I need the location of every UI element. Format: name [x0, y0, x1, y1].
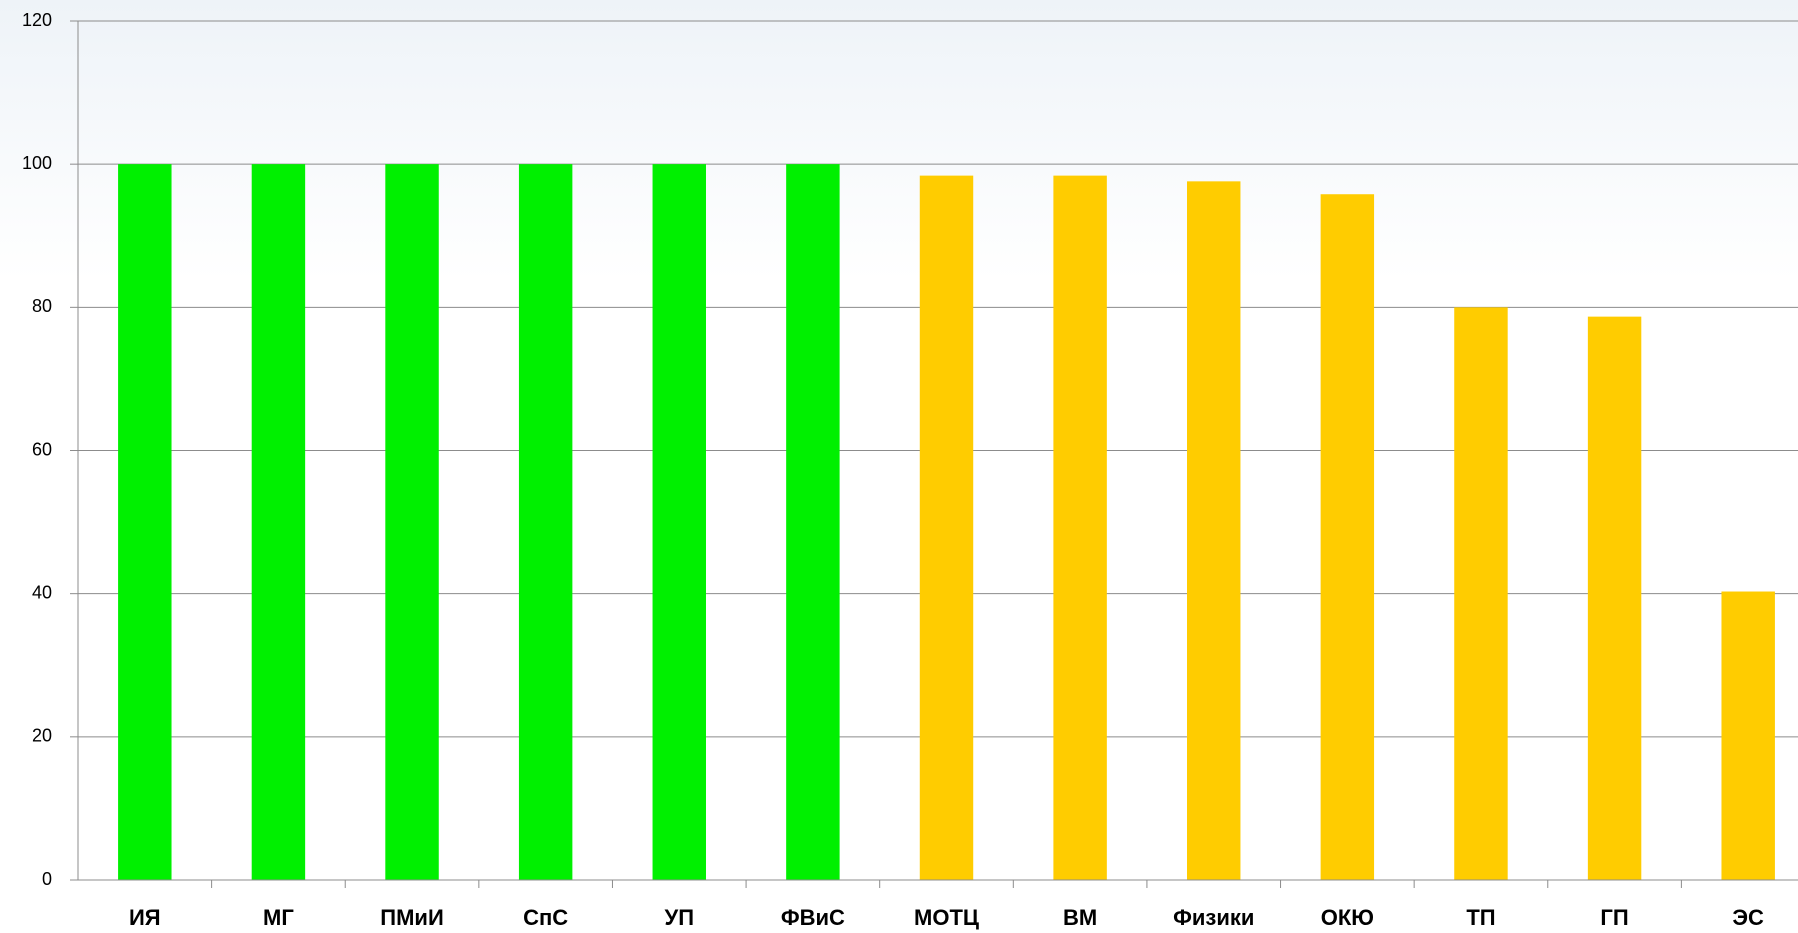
bar: [385, 164, 439, 880]
bar: [518, 164, 573, 880]
bar: [1053, 175, 1107, 880]
x-tick-label: МГ: [263, 905, 294, 930]
bar: [1587, 316, 1642, 880]
y-tick-label: 120: [22, 10, 52, 30]
x-tick-label: ИЯ: [129, 905, 161, 930]
y-tick-label: 60: [32, 439, 52, 459]
bar: [251, 164, 306, 880]
x-tick-label: ЭС: [1732, 905, 1764, 930]
x-tick-label: СпС: [523, 905, 568, 930]
bar: [1187, 181, 1241, 880]
bar: [118, 164, 172, 880]
x-tick-label: ОКЮ: [1321, 905, 1374, 930]
x-tick-label: ГП: [1600, 905, 1628, 930]
y-tick-label: 100: [22, 153, 52, 173]
x-tick-label: ПМиИ: [380, 905, 443, 930]
x-tick-label: ВМ: [1063, 905, 1097, 930]
bar: [652, 164, 706, 880]
x-tick-label: Физики: [1173, 905, 1254, 930]
bar: [1454, 307, 1508, 880]
bar: [919, 175, 974, 880]
x-tick-label: ТП: [1466, 905, 1495, 930]
bar: [1721, 591, 1775, 880]
y-tick-label: 0: [42, 869, 52, 889]
bar: [1320, 194, 1375, 880]
y-tick-label: 40: [32, 582, 52, 602]
x-tick-label: ФВиС: [781, 905, 845, 930]
y-tick-label: 80: [32, 296, 52, 316]
y-tick-label: 20: [32, 726, 52, 746]
x-tick-label: УП: [665, 905, 695, 930]
x-tick-label: МОТЦ: [914, 905, 979, 930]
bar: [786, 164, 840, 880]
